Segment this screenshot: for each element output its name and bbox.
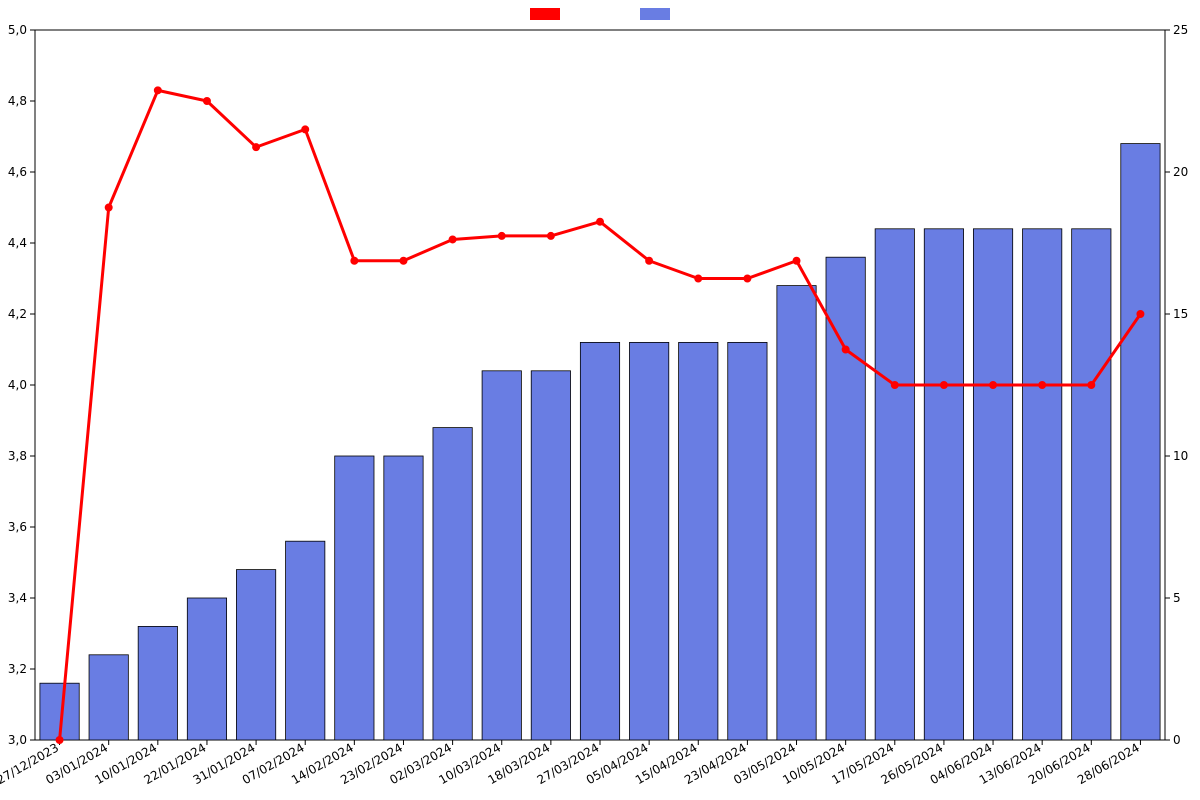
line-marker xyxy=(990,382,997,389)
y-right-tick-label: 0 xyxy=(1173,733,1181,747)
bar xyxy=(580,342,619,740)
bar xyxy=(433,428,472,740)
bar xyxy=(138,626,177,740)
y-right-tick-label: 20 xyxy=(1173,165,1188,179)
bar xyxy=(286,541,325,740)
y-left-tick-label: 3,8 xyxy=(8,449,27,463)
bar xyxy=(629,342,668,740)
bar xyxy=(826,257,865,740)
bar xyxy=(1023,229,1062,740)
bar xyxy=(335,456,374,740)
line-marker xyxy=(842,346,849,353)
bar xyxy=(728,342,767,740)
line-marker xyxy=(1039,382,1046,389)
line-marker xyxy=(56,737,63,744)
line-marker xyxy=(695,275,702,282)
y-left-tick-label: 4,0 xyxy=(8,378,27,392)
y-left-tick-label: 3,4 xyxy=(8,591,27,605)
y-left-tick-label: 3,0 xyxy=(8,733,27,747)
chart-container: 3,0 3,2 3,4 3,6 3,8 4,0 4,2 4,4 4,6 4,8 5,0 0 5 10 15 2… xyxy=(0,0,1200,800)
legend-swatch-bar xyxy=(640,8,670,20)
line-marker xyxy=(302,126,309,133)
legend-swatch-line xyxy=(530,8,560,20)
chart-svg: 3,0 3,2 3,4 3,6 3,8 4,0 4,2 4,4 4,6 4,8 5,0 0 5 10 15 2… xyxy=(0,0,1200,800)
y-left-tick-label: 4,4 xyxy=(8,236,27,250)
line-marker xyxy=(203,98,210,105)
bar xyxy=(679,342,718,740)
bar xyxy=(531,371,570,740)
bar xyxy=(187,598,226,740)
bar xyxy=(1121,144,1160,740)
line-marker xyxy=(744,275,751,282)
line-marker xyxy=(547,232,554,239)
bar xyxy=(384,456,423,740)
line-marker xyxy=(400,257,407,264)
bar xyxy=(236,570,275,740)
bar xyxy=(1072,229,1111,740)
bar xyxy=(924,229,963,740)
y-right-tick-label: 10 xyxy=(1173,449,1188,463)
line-marker xyxy=(940,382,947,389)
bar xyxy=(482,371,521,740)
bar xyxy=(875,229,914,740)
y-left-tick-label: 4,2 xyxy=(8,307,27,321)
y-right-tick-label: 5 xyxy=(1173,591,1181,605)
line-marker xyxy=(351,257,358,264)
line-marker xyxy=(891,382,898,389)
bar xyxy=(973,229,1012,740)
y-right-tick-label: 15 xyxy=(1173,307,1188,321)
y-left-tick-label: 4,8 xyxy=(8,94,27,108)
line-marker xyxy=(253,144,260,151)
line-marker xyxy=(449,236,456,243)
line-marker xyxy=(1137,311,1144,318)
y-left-tick-label: 3,2 xyxy=(8,662,27,676)
line-marker xyxy=(1088,382,1095,389)
line-marker xyxy=(646,257,653,264)
y-right-tick-label: 25 xyxy=(1173,23,1188,37)
line-marker xyxy=(498,232,505,239)
y-left-tick-label: 5,0 xyxy=(8,23,27,37)
line-marker xyxy=(154,87,161,94)
bar xyxy=(89,655,128,740)
line-marker xyxy=(793,257,800,264)
y-left-tick-label: 4,6 xyxy=(8,165,27,179)
y-left-tick-label: 3,6 xyxy=(8,520,27,534)
line-marker xyxy=(597,218,604,225)
line-marker xyxy=(105,204,112,211)
bar xyxy=(777,286,816,740)
